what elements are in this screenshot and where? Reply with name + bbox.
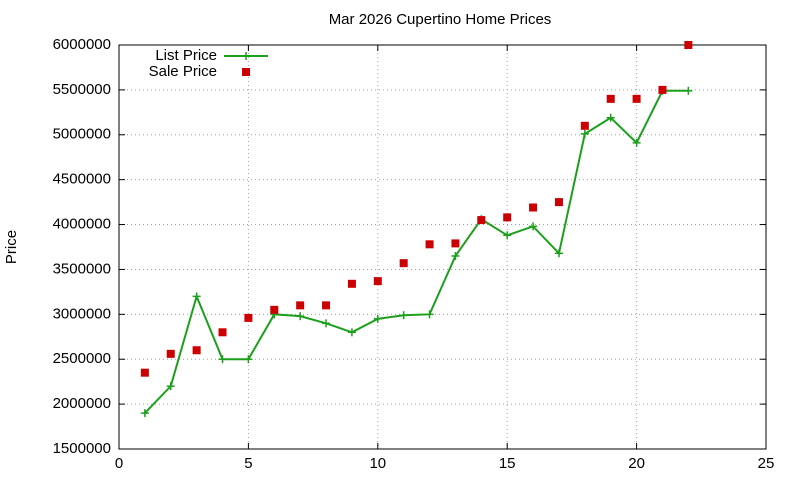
point-marker — [503, 231, 512, 240]
point-marker — [218, 355, 227, 364]
point-marker — [296, 301, 305, 310]
x-tick-label: 25 — [758, 455, 775, 472]
y-tick-label: 1500000 — [53, 440, 111, 457]
point-marker — [399, 259, 408, 268]
point-marker — [451, 239, 460, 248]
point-marker — [684, 86, 693, 95]
point-marker — [399, 311, 408, 320]
y-tick-label: 2500000 — [53, 350, 111, 367]
x-tick-label: 15 — [499, 455, 516, 472]
point-marker — [373, 314, 382, 323]
point-marker — [347, 279, 356, 288]
y-tick-label: 5500000 — [53, 81, 111, 98]
point-marker — [166, 349, 175, 358]
point-marker — [606, 113, 615, 122]
point-marker — [632, 94, 641, 103]
point-marker — [580, 121, 589, 130]
point-marker — [140, 368, 149, 377]
series-line — [144, 89, 689, 414]
point-marker — [451, 251, 460, 260]
point-marker — [580, 129, 589, 138]
point-marker — [373, 277, 382, 286]
x-tick-label: 20 — [628, 455, 645, 472]
point-marker — [218, 328, 227, 337]
y-tick-label: 4500000 — [53, 171, 111, 188]
legend-label: List Price — [155, 47, 217, 64]
point-marker — [425, 310, 434, 319]
point-marker — [503, 213, 512, 222]
point-marker — [192, 292, 201, 301]
y-tick-label: 3000000 — [53, 305, 111, 322]
point-marker — [140, 409, 149, 418]
legend-marker — [242, 52, 250, 60]
point-marker — [425, 240, 434, 249]
point-marker — [554, 198, 563, 207]
point-marker — [658, 85, 667, 94]
point-marker — [606, 94, 615, 103]
point-marker — [347, 328, 356, 337]
point-marker — [554, 249, 563, 258]
y-tick-label: 5000000 — [53, 126, 111, 143]
point-marker — [529, 222, 538, 231]
y-tick-label: 3500000 — [53, 260, 111, 277]
y-axis-label: Price — [3, 230, 20, 264]
x-tick-label: 5 — [244, 455, 252, 472]
y-tick-label: 6000000 — [53, 36, 111, 53]
x-tick-label: 10 — [369, 455, 386, 472]
legend-marker — [242, 68, 250, 76]
plot-frame — [118, 44, 767, 450]
legend-label: Sale Price — [149, 63, 217, 80]
point-marker — [244, 313, 253, 322]
point-marker — [322, 319, 331, 328]
point-marker — [270, 305, 279, 314]
chart-title: Mar 2026 Cupertino Home Prices — [329, 11, 552, 28]
point-marker — [166, 382, 175, 391]
point-marker — [529, 203, 538, 212]
x-tick-label: 0 — [115, 455, 123, 472]
point-marker — [322, 301, 331, 310]
point-marker — [244, 355, 253, 364]
point-marker — [632, 138, 641, 147]
y-tick-label: 4000000 — [53, 216, 111, 233]
point-marker — [684, 41, 693, 49]
point-marker — [296, 312, 305, 321]
point-marker — [192, 346, 201, 355]
y-tick-label: 2000000 — [53, 395, 111, 412]
point-marker — [477, 216, 486, 225]
